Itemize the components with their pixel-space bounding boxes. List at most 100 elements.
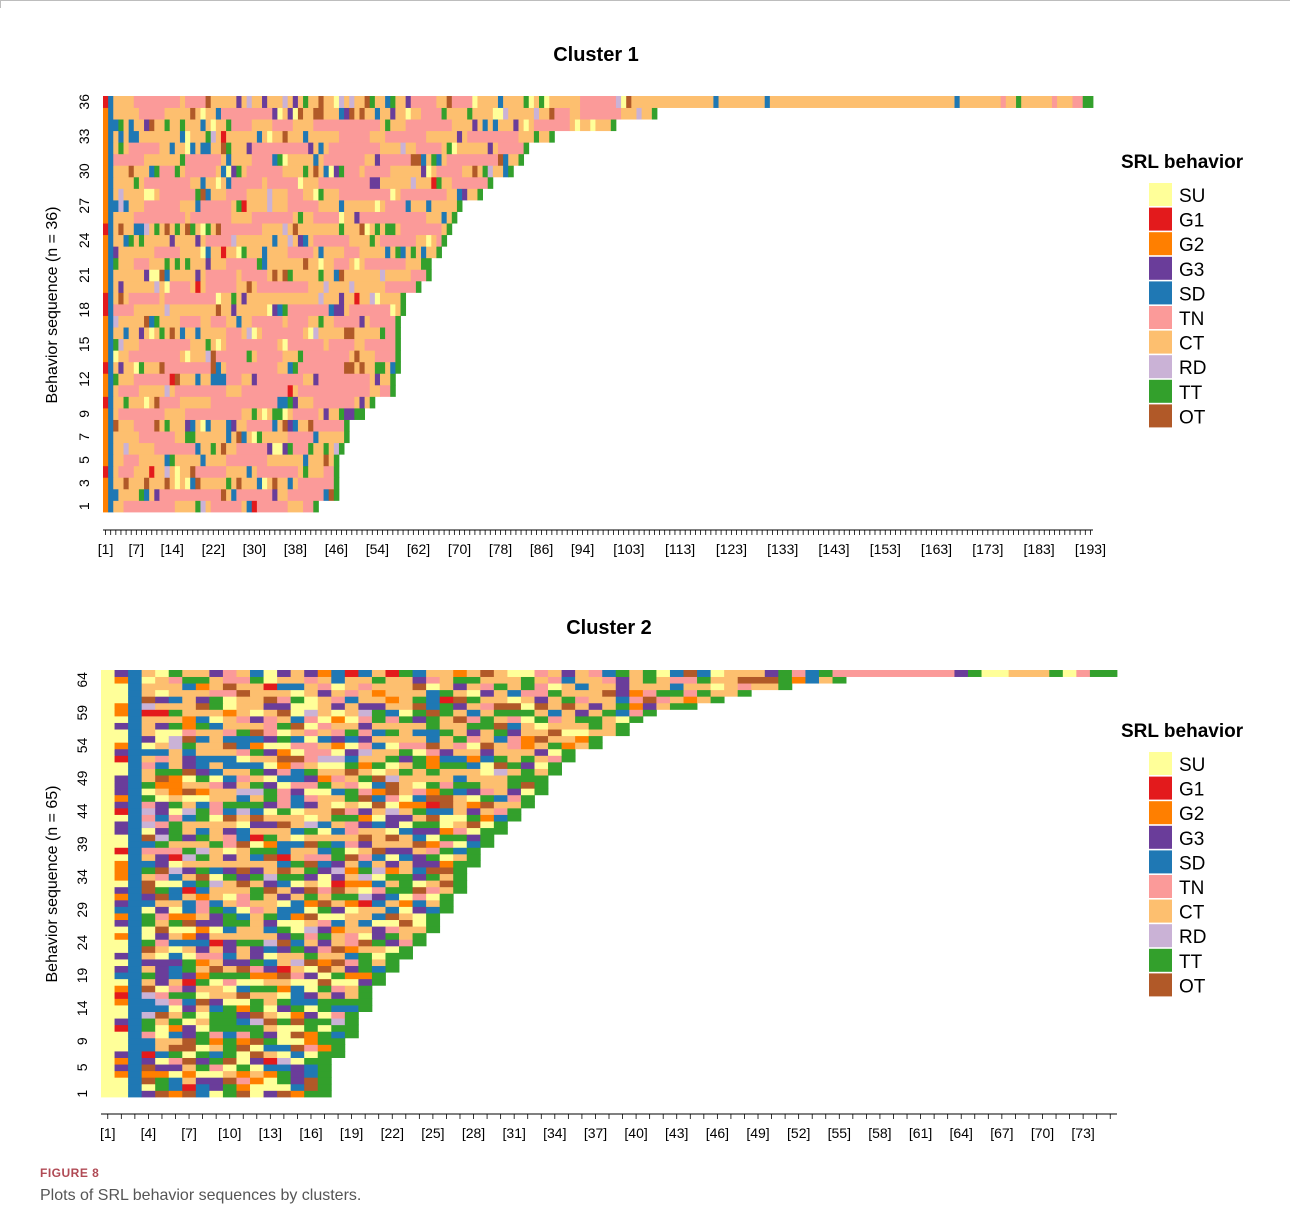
sequence-cell	[174, 465, 181, 478]
sequence-cell	[277, 153, 283, 166]
sequence-cell	[263, 834, 278, 842]
sequence-cell	[318, 327, 345, 340]
sequence-cell	[128, 1044, 156, 1052]
legend-title: SRL behavior	[1121, 152, 1244, 173]
sequence-cell	[113, 500, 124, 513]
sequence-cell	[263, 814, 305, 822]
sequence-cell	[267, 477, 273, 490]
sequence-cell	[349, 107, 355, 120]
sequence-cell	[318, 246, 324, 259]
sequence-cell	[371, 886, 386, 894]
sequence-cell	[209, 670, 224, 677]
sequence-cell	[210, 130, 217, 143]
sequence-cell	[277, 952, 305, 960]
sequence-cell	[304, 840, 319, 848]
sequence-cell	[209, 932, 278, 940]
sequence-cell	[195, 465, 227, 478]
sequence-cell	[318, 315, 324, 328]
sequence-cell	[539, 107, 550, 120]
sequence-cell	[236, 788, 264, 796]
sequence-cell	[155, 788, 170, 796]
sequence-cell	[200, 419, 206, 432]
sequence-cell	[113, 257, 119, 270]
sequence-cell	[169, 223, 176, 236]
sequence-cell	[114, 748, 129, 756]
sequence-cell	[338, 188, 391, 201]
sequence-cell	[103, 361, 109, 374]
sequence-cell	[344, 670, 359, 677]
sequence-cell	[155, 1031, 170, 1039]
sequence-cell	[164, 408, 186, 420]
sequence-cell	[277, 670, 292, 677]
sequence-cell	[421, 257, 432, 270]
sequence-cell	[155, 1057, 170, 1065]
sequence-cell	[174, 500, 196, 513]
sequence-cell	[209, 814, 224, 822]
sequence-cell	[168, 676, 183, 684]
sequence-cell	[168, 991, 197, 999]
sequence-cell	[182, 932, 197, 940]
sequence-cell	[697, 670, 711, 677]
sequence-cell	[318, 176, 371, 189]
sequence-cell	[155, 919, 170, 927]
sequence-cell	[317, 899, 332, 907]
sequence-cell	[155, 742, 170, 750]
sequence-cell	[251, 142, 309, 155]
sequence-cell	[277, 913, 292, 921]
sequence-cell	[446, 211, 453, 224]
sequence-cell	[466, 827, 481, 835]
sequence-cell	[338, 211, 345, 224]
sequence-cell	[138, 338, 191, 351]
sequence-cell	[580, 107, 622, 120]
sequence-cell	[226, 419, 232, 432]
sequence-cell	[371, 794, 386, 802]
sequence-cell	[426, 847, 441, 855]
sequence-cell	[103, 165, 109, 178]
x-tick-label: [62]	[407, 541, 430, 557]
x-tick-label: [49]	[746, 1125, 769, 1141]
sequence-cell	[169, 269, 196, 282]
sequence-cell	[333, 465, 340, 478]
sequence-cell	[141, 729, 156, 737]
sequence-cell	[304, 788, 332, 796]
sequence-cell	[534, 722, 549, 730]
sequence-cell	[317, 715, 332, 723]
sequence-cell	[200, 223, 206, 236]
sequence-cell	[439, 761, 468, 769]
sequence-cell	[480, 742, 495, 750]
sequence-cell	[108, 327, 114, 340]
sequence-cell	[331, 853, 346, 861]
sequence-cell	[133, 223, 145, 236]
cluster-1-title: Cluster 1	[553, 44, 639, 66]
sequence-cell	[304, 775, 319, 783]
sequence-cell	[290, 867, 305, 875]
sequence-cell	[195, 788, 210, 796]
sequence-cell	[222, 913, 237, 921]
sequence-cell	[344, 926, 373, 934]
sequence-cell	[304, 899, 319, 907]
sequence-cell	[114, 1057, 129, 1065]
sequence-cell	[114, 755, 129, 763]
sequence-cell	[642, 670, 657, 677]
sequence-cell	[369, 315, 396, 328]
sequence-cell	[103, 465, 109, 478]
sequence-cell	[101, 880, 129, 888]
sequence-cell	[385, 886, 413, 894]
legend-swatch	[1149, 825, 1172, 849]
sequence-cell	[263, 788, 278, 796]
sequence-cell	[209, 775, 224, 783]
sequence-cell	[277, 269, 283, 282]
sequence-cell	[412, 847, 427, 855]
sequence-cell	[190, 107, 196, 120]
sequence-cell	[290, 926, 305, 934]
sequence-cell	[451, 211, 458, 224]
sequence-cell	[313, 165, 319, 178]
sequence-cell	[195, 696, 210, 704]
sequence-cell	[182, 735, 197, 743]
sequence-cell	[399, 913, 413, 921]
sequence-cell	[236, 1044, 251, 1052]
sequence-cell	[169, 373, 176, 386]
x-tick-label: [55]	[828, 1125, 851, 1141]
x-tick-label: [153]	[870, 541, 901, 557]
sequence-cell	[426, 676, 441, 684]
